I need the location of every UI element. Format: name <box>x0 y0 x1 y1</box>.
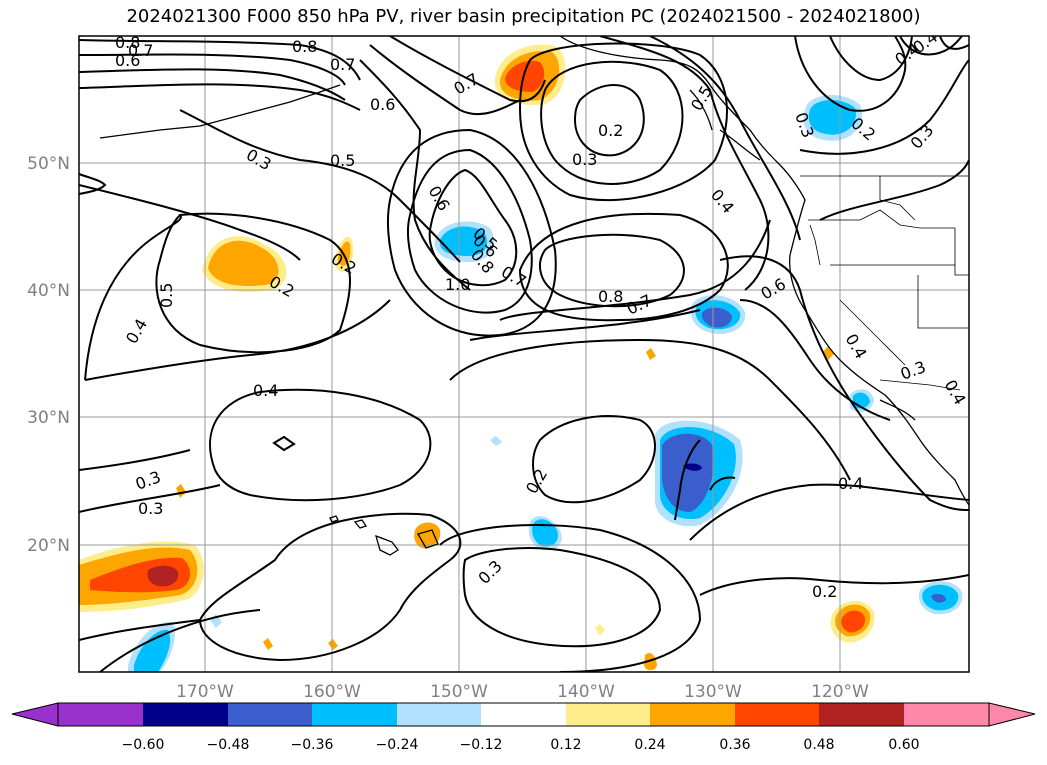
contour-label: 0.2 <box>598 121 623 140</box>
colorbar-tick: 0.48 <box>803 737 834 753</box>
gridlines <box>79 36 969 672</box>
contour-label: 0.5 <box>157 283 176 308</box>
contour-label: 0.3 <box>474 556 505 587</box>
lat-tick: 50°N <box>27 154 70 174</box>
contour-label: 0.2 <box>812 582 837 601</box>
colorbar-cell <box>312 703 397 726</box>
pv-contours <box>79 36 969 672</box>
colorbar-cell <box>904 703 989 726</box>
contour-label: 0.4 <box>941 377 970 409</box>
contour-label: 0.7 <box>128 41 153 60</box>
colorbar-extend-high <box>989 703 1035 726</box>
contour-label: 0.3 <box>133 467 163 494</box>
lon-tick: 130°W <box>684 682 742 702</box>
lat-tick: 30°N <box>27 408 70 428</box>
colorbar-extend-low <box>12 703 58 726</box>
contour-label: 0.4 <box>253 381 278 400</box>
contour-label: 0.4 <box>122 315 151 347</box>
contour-label: 0.7 <box>498 262 530 291</box>
colorbar-tick: −0.36 <box>291 737 334 753</box>
lat-tick: 40°N <box>27 281 70 301</box>
contour-label: 0.7 <box>624 291 655 319</box>
lon-tick: 120°W <box>811 682 869 702</box>
colorbar-cell <box>819 703 904 726</box>
colorbar-cell <box>143 703 228 726</box>
colorbar-tick: 0.36 <box>719 737 750 753</box>
precip-shading <box>79 44 963 672</box>
colorbar-tick: 0.24 <box>634 737 665 753</box>
map-title: 2024021300 F000 850 hPa PV, river basin … <box>126 6 921 27</box>
colorbar-cell <box>58 703 143 726</box>
contour-label: 0.3 <box>138 499 163 518</box>
contour-label: 0.4 <box>838 474 863 493</box>
contour-label: 0.3 <box>898 357 928 384</box>
colorbar-cell <box>650 703 735 726</box>
map-area: 0.8 0.7 0.6 0.8 0.7 0.6 0.3 0.5 0.6 0.7 … <box>79 33 970 672</box>
contour-label: 0.6 <box>115 51 140 70</box>
contour-label: 0.2 <box>522 465 551 497</box>
lon-tick: 140°W <box>557 682 615 702</box>
colorbar-tick: −0.24 <box>376 737 419 753</box>
lon-tick: 150°W <box>430 682 488 702</box>
lat-tick: 20°N <box>27 536 70 556</box>
lon-axis: 170°W 160°W 150°W 140°W 130°W 120°W <box>176 682 869 702</box>
colorbar: −0.60 −0.48 −0.36 −0.24 −0.12 0.12 0.24 … <box>11 702 1036 753</box>
lon-tick: 170°W <box>176 682 234 702</box>
contour-label: 0.4 <box>842 331 871 363</box>
colorbar-tick: −0.12 <box>460 737 503 753</box>
colorbar-tick: 0.60 <box>888 737 919 753</box>
lon-tick: 160°W <box>303 682 361 702</box>
contour-label: 0.6 <box>425 183 454 215</box>
contour-label: 0.3 <box>243 145 275 174</box>
state-borders <box>800 175 969 391</box>
colorbar-tick: −0.60 <box>122 737 165 753</box>
contour-label: 1.0 <box>445 275 470 294</box>
map-frame <box>78 35 970 673</box>
contour-label: 0.6 <box>370 95 395 114</box>
contour-label: 0.5 <box>330 151 355 170</box>
colorbar-cell <box>228 703 312 726</box>
contour-label: 0.8 <box>292 37 317 56</box>
contour-label: 0.8 <box>598 287 623 306</box>
colorbar-cell <box>481 703 566 726</box>
lat-axis: 50°N 40°N 30°N 20°N <box>27 154 70 556</box>
colorbar-cell <box>397 703 481 726</box>
contour-label: 0.4 <box>707 185 738 217</box>
colorbar-cell <box>566 703 650 726</box>
contour-label: 0.8 <box>115 33 140 52</box>
coastlines <box>99 36 969 556</box>
contour-label: 0.3 <box>907 121 938 153</box>
contour-label: 0.3 <box>572 150 597 169</box>
colorbar-tick: 0.12 <box>550 737 581 753</box>
contour-label: 0.7 <box>330 55 355 74</box>
contour-label: 0.2 <box>328 249 360 278</box>
contour-label: 0.7 <box>451 69 483 98</box>
colorbar-tick: −0.48 <box>207 737 250 753</box>
contour-label: 0.6 <box>758 274 790 303</box>
colorbar-ticks: −0.60 −0.48 −0.36 −0.24 −0.12 0.12 0.24 … <box>122 737 920 753</box>
colorbar-cell <box>735 703 819 726</box>
